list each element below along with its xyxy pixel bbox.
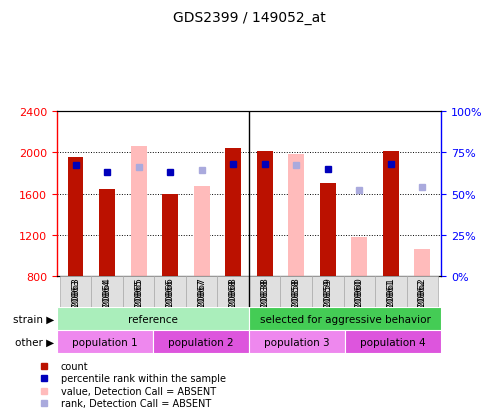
Text: GSM120866: GSM120866 [166,277,175,332]
Bar [249,330,345,353]
Text: GSM120862: GSM120862 [418,278,427,333]
Text: rank, Detection Call = ABSENT: rank, Detection Call = ABSENT [61,399,211,408]
Text: GSM120863: GSM120863 [71,278,80,333]
Bar [288,155,304,277]
Bar [344,277,375,330]
Text: GSM120866: GSM120866 [166,278,175,333]
Bar [68,158,83,277]
Bar [154,277,186,330]
Bar [312,277,344,330]
Bar [320,184,336,277]
Text: GSM120864: GSM120864 [103,278,111,333]
Bar [123,277,154,330]
Text: population 1: population 1 [72,337,138,347]
Text: GSM120865: GSM120865 [134,277,143,332]
Text: strain ▶: strain ▶ [13,314,54,324]
Text: GSM120863: GSM120863 [71,277,80,332]
Text: GSM120868: GSM120868 [229,278,238,333]
Text: percentile rank within the sample: percentile rank within the sample [61,373,226,383]
Bar [383,152,399,277]
Bar [57,330,153,353]
Text: GSM120867: GSM120867 [197,278,206,333]
Text: GSM120859: GSM120859 [323,278,332,333]
Bar [99,190,115,277]
Bar [153,330,249,353]
Text: GSM120858: GSM120858 [292,277,301,332]
Text: GSM120861: GSM120861 [387,277,395,332]
Bar [91,277,123,330]
Text: selected for aggressive behavior: selected for aggressive behavior [260,314,430,324]
Bar [415,250,430,277]
Text: GSM120860: GSM120860 [355,278,364,333]
Text: population 2: population 2 [168,337,234,347]
Text: GSM120865: GSM120865 [134,278,143,333]
Text: GDS2399 / 149052_at: GDS2399 / 149052_at [173,11,325,25]
Text: GSM120860: GSM120860 [355,277,364,332]
Text: GSM120838: GSM120838 [260,277,269,332]
Text: population 3: population 3 [264,337,330,347]
Bar [257,152,273,277]
Bar [60,277,91,330]
Bar [375,277,407,330]
Text: GSM120859: GSM120859 [323,277,332,332]
Text: count: count [61,361,88,371]
Bar [345,330,441,353]
Text: value, Detection Call = ABSENT: value, Detection Call = ABSENT [61,386,216,396]
Bar [194,187,210,277]
Text: reference: reference [128,314,178,324]
Text: GSM120862: GSM120862 [418,277,427,331]
Bar [249,277,281,330]
Bar [225,149,241,277]
Bar [57,308,249,330]
Text: GSM120838: GSM120838 [260,278,269,333]
Bar [281,277,312,330]
Bar [217,277,249,330]
Text: GSM120868: GSM120868 [229,277,238,332]
Text: GSM120864: GSM120864 [103,277,111,331]
Bar [186,277,217,330]
Bar [162,194,178,277]
Bar [131,147,146,277]
Text: GSM120858: GSM120858 [292,278,301,333]
Text: population 4: population 4 [360,337,426,347]
Text: GSM120867: GSM120867 [197,277,206,332]
Bar [249,308,441,330]
Text: GSM120861: GSM120861 [387,278,395,333]
Text: other ▶: other ▶ [15,337,54,347]
Bar [407,277,438,330]
Bar [352,237,367,277]
